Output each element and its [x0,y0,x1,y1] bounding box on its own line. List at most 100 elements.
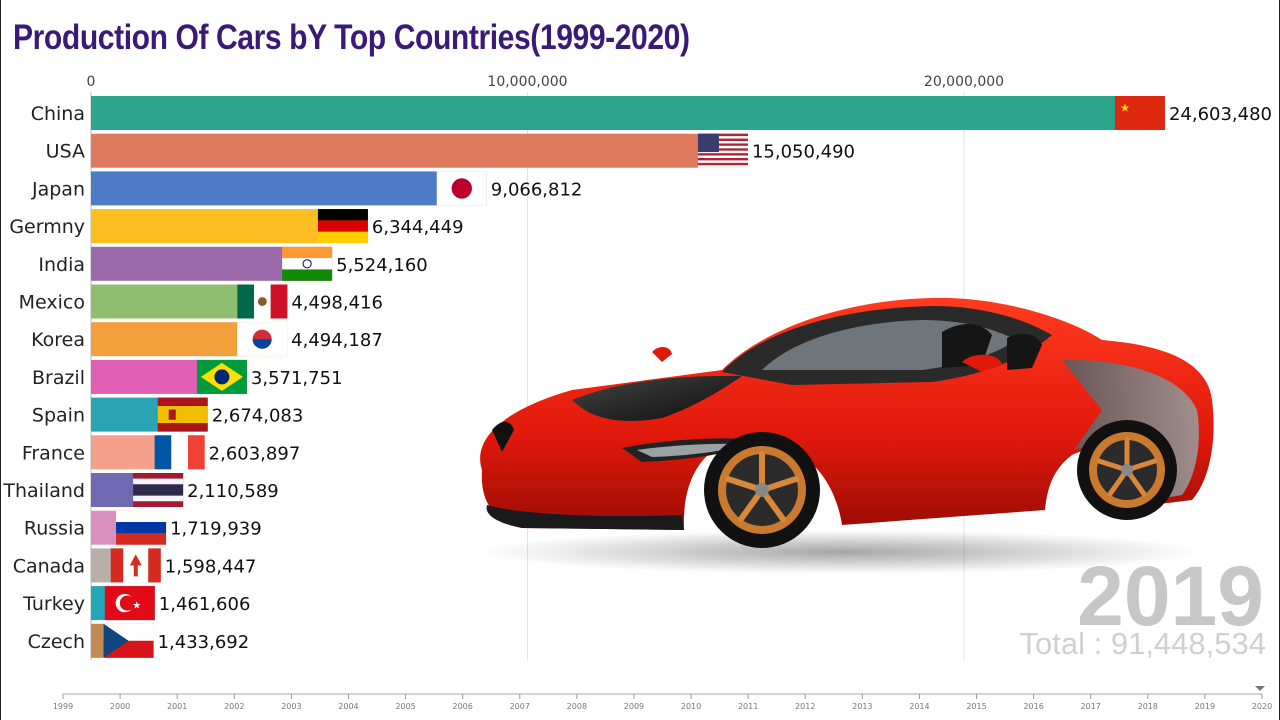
bar-row: France 2,603,897 [22,435,301,470]
turkey-flag-icon: ★ [104,586,155,621]
china-flag-icon: ★ [1114,96,1165,130]
category-label: India [38,254,85,276]
bar-row: Russia 1,719,939 [24,510,262,545]
timeline-year-label[interactable]: 2005 [395,702,415,711]
mexico-flag-icon [237,284,288,319]
x-tick-label: 20,000,000 [924,74,1004,90]
usa-flag-icon [697,133,748,168]
frame-border-left [0,0,1,720]
value-label: 4,498,416 [291,293,383,314]
value-label: 1,433,692 [158,632,250,653]
timeline-marker-icon[interactable] [1255,686,1265,691]
timeline-year-label[interactable]: 2013 [852,702,872,711]
bar [91,96,1165,130]
category-label: Turkey [22,593,85,615]
bar-row: Germny 6,344,449 [9,209,464,244]
canada-flag-icon [110,548,161,583]
category-label: USA [46,141,85,163]
year-timeline[interactable]: 1999 2000 2001 2002 2003 2004 2005 2006 2007 2008… [0,680,1280,720]
timeline-year-label[interactable]: 2020 [1252,702,1272,711]
timeline-year-label[interactable]: 2002 [224,702,244,711]
bar-row: Czech 1,433,692 [28,623,250,658]
category-label: Korea [31,329,85,351]
value-label: 2,603,897 [209,443,301,464]
timeline-year-label[interactable]: 2018 [1138,702,1158,711]
japan-flag-icon [436,171,487,206]
timeline-year-label[interactable]: 2001 [167,702,187,711]
category-label: China [31,103,85,125]
category-label: Brazil [32,367,85,389]
category-label: Germny [9,216,85,238]
timeline-year-label[interactable]: 2017 [1081,702,1101,711]
x-tick-label: 10,000,000 [487,74,567,90]
timeline-ticks: 1999 2000 2001 2002 2003 2004 2005 2006 2007 2008… [53,694,1272,711]
timeline-year-label[interactable]: 2012 [795,702,815,711]
category-label: Thailand [2,480,85,502]
timeline-year-label[interactable]: 2016 [1023,702,1043,711]
bar-row: Mexico 4,498,416 [19,284,383,319]
timeline-year-label[interactable]: 2003 [281,702,301,711]
value-label: 5,524,160 [336,255,428,276]
current-year: 2019 [1077,549,1264,643]
timeline-year-label[interactable]: 2000 [110,702,130,711]
bar-row: Spain 2,674,083 [32,397,304,432]
bar-row: USA 15,050,490 [46,133,855,168]
category-label: Czech [28,631,85,653]
germany-flag-icon [317,209,368,244]
india-flag-icon [282,246,333,281]
brazil-flag-icon [196,359,247,394]
timeline-year-label[interactable]: 2019 [1195,702,1215,711]
korea-flag-icon [237,322,288,357]
bar-row: Japan 9,066,812 [31,171,583,206]
spain-flag-icon [157,397,208,432]
value-label: 4,494,187 [291,330,383,351]
value-label: 9,066,812 [491,179,583,200]
bar-row: Korea 4,494,187 [31,322,383,357]
bar-row: Brazil 3,571,751 [32,359,343,394]
total-label: Total : 91,448,534 [1019,626,1266,661]
timeline-year-label[interactable]: 2007 [510,702,530,711]
france-flag-icon [154,435,205,470]
timeline-year-label[interactable]: 2009 [624,702,644,711]
value-label: 3,571,751 [251,368,343,389]
value-label: 24,603,480 [1169,104,1272,125]
car-image [480,297,1214,574]
czech-flag-icon [103,623,154,658]
x-tick-label: 0 [87,74,96,90]
bar-row: India 5,524,160 [38,246,428,281]
bar-row: ★ China 24,603,480 [31,96,1272,130]
category-label: France [22,442,85,464]
timeline-year-label[interactable]: 2006 [452,702,472,711]
value-label: 1,461,606 [159,594,251,615]
x-axis-ticks: 0 10,000,000 20,000,000 [87,74,1005,90]
bar-row: Canada 1,598,447 [13,548,257,583]
russia-flag-icon [116,510,167,545]
value-label: 6,344,449 [372,217,464,238]
bar [91,171,487,206]
value-label: 1,719,939 [170,519,262,540]
timeline-year-label[interactable]: 2008 [567,702,587,711]
timeline-year-label[interactable]: 1999 [53,702,73,711]
category-label: Mexico [19,292,85,314]
timeline-year-label[interactable]: 2015 [966,702,986,711]
svg-text:★: ★ [1120,101,1130,114]
category-label: Canada [13,555,85,577]
bar-row: ★ Turkey 1,461,606 [22,586,251,621]
bars-group: ★ China 24,603,480 USA 15,050,490 Japan 9,066,… [2,96,1272,658]
bar [91,133,748,168]
category-label: Russia [24,518,85,540]
category-label: Japan [31,178,85,200]
bar-chart: 0 10,000,000 20,000,000 ★ China 24,603,480 US… [2,74,1272,660]
bar-row: Thailand 2,110,589 [2,473,279,507]
timeline-year-label[interactable]: 2014 [909,702,929,711]
category-label: Spain [32,405,85,427]
value-label: 2,110,589 [187,481,279,502]
value-label: 2,674,083 [212,406,304,427]
thailand-flag-icon [133,473,184,507]
value-label: 15,050,490 [752,142,855,163]
timeline-year-label[interactable]: 2004 [338,702,358,711]
timeline-year-label[interactable]: 2011 [738,702,758,711]
value-label: 1,598,447 [165,556,257,577]
svg-text:★: ★ [132,601,141,612]
timeline-year-label[interactable]: 2010 [681,702,701,711]
